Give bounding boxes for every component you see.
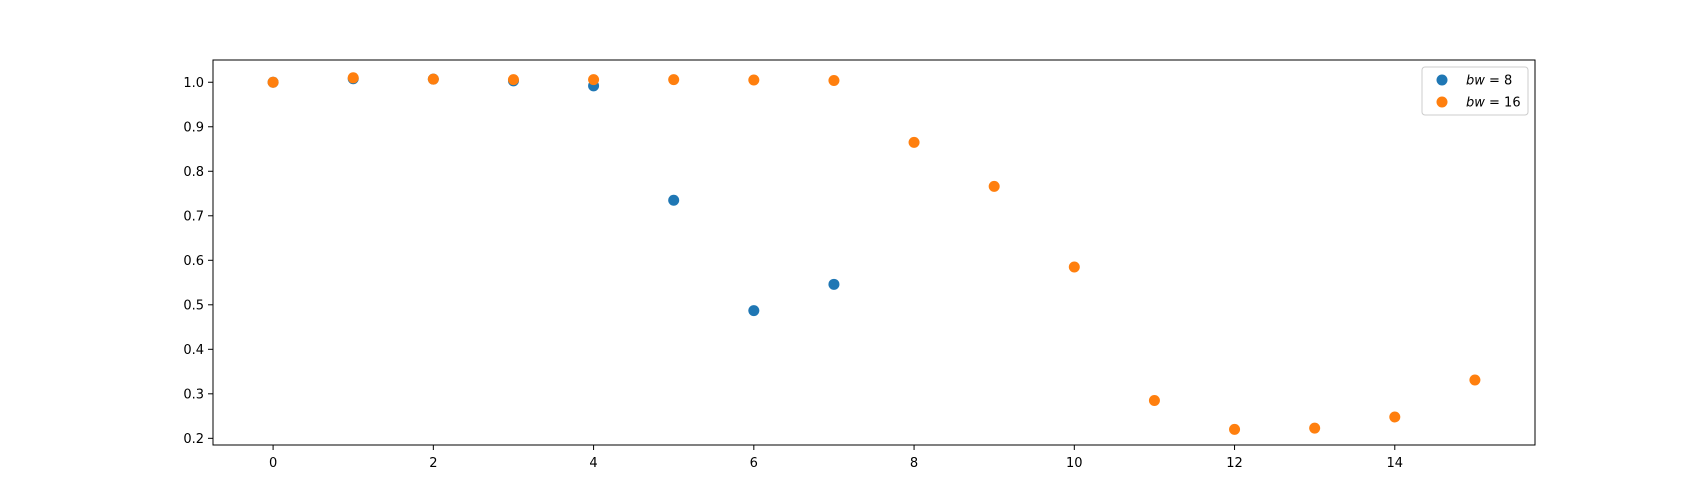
- x-tick-label: 12: [1226, 456, 1243, 471]
- data-point: [828, 278, 840, 290]
- legend-value-bw-8: = 8: [1485, 74, 1512, 89]
- data-point: [748, 305, 760, 317]
- data-point: [1389, 411, 1401, 423]
- x-tick-label: 6: [750, 456, 758, 471]
- data-point: [588, 74, 600, 86]
- data-point: [668, 74, 680, 86]
- legend-var-bw-8: bw: [1466, 74, 1485, 89]
- data-point: [1148, 394, 1160, 406]
- data-point: [427, 73, 439, 85]
- y-tick-label: 0.3: [183, 387, 204, 402]
- data-point: [668, 194, 680, 206]
- data-point: [828, 74, 840, 86]
- x-tick-label: 14: [1387, 456, 1404, 471]
- data-point: [1229, 423, 1241, 435]
- legend: bw = 8 bw = 16: [1421, 66, 1529, 116]
- data-point: [908, 136, 920, 148]
- y-tick-label: 0.9: [183, 120, 204, 135]
- legend-value-bw-16: = 16: [1485, 96, 1521, 111]
- series-1-points: [267, 73, 840, 317]
- x-tick-label: 10: [1066, 456, 1083, 471]
- series-2-points: [267, 72, 1481, 435]
- y-tick-label: 0.8: [183, 165, 204, 180]
- legend-label-bw-16: bw = 16: [1466, 96, 1521, 111]
- data-point: [1309, 422, 1321, 434]
- legend-marker-bw-8: [1436, 74, 1448, 86]
- x-tick-label: 0: [269, 456, 277, 471]
- x-tick-label: 4: [589, 456, 597, 471]
- x-axis: 0 2 4 6 8 10 12 14: [269, 445, 1403, 471]
- y-tick-label: 0.5: [183, 298, 204, 313]
- data-points: [267, 72, 1481, 435]
- legend-frame: [1421, 66, 1529, 116]
- data-point: [988, 180, 1000, 192]
- x-tick-label: 2: [429, 456, 437, 471]
- y-tick-label: 0.4: [183, 343, 204, 358]
- data-point: [1469, 374, 1481, 386]
- data-point: [507, 74, 519, 86]
- y-tick-label: 0.2: [183, 432, 204, 447]
- data-point: [1068, 261, 1080, 273]
- y-tick-label: 0.7: [183, 209, 204, 224]
- data-point: [347, 72, 359, 84]
- y-axis: 0.2 0.3 0.4 0.5 0.6 0.7 0.8 0.9 1.0: [183, 76, 213, 447]
- y-tick-label: 0.6: [183, 254, 204, 269]
- y-tick-label: 1.0: [183, 76, 204, 91]
- data-point: [267, 76, 279, 88]
- data-point: [748, 74, 760, 86]
- plot-area-frame: [212, 59, 1536, 446]
- legend-var-bw-16: bw: [1466, 96, 1485, 111]
- x-tick-label: 8: [910, 456, 918, 471]
- legend-marker-bw-16: [1436, 96, 1448, 108]
- legend-label-bw-8: bw = 8: [1466, 74, 1512, 89]
